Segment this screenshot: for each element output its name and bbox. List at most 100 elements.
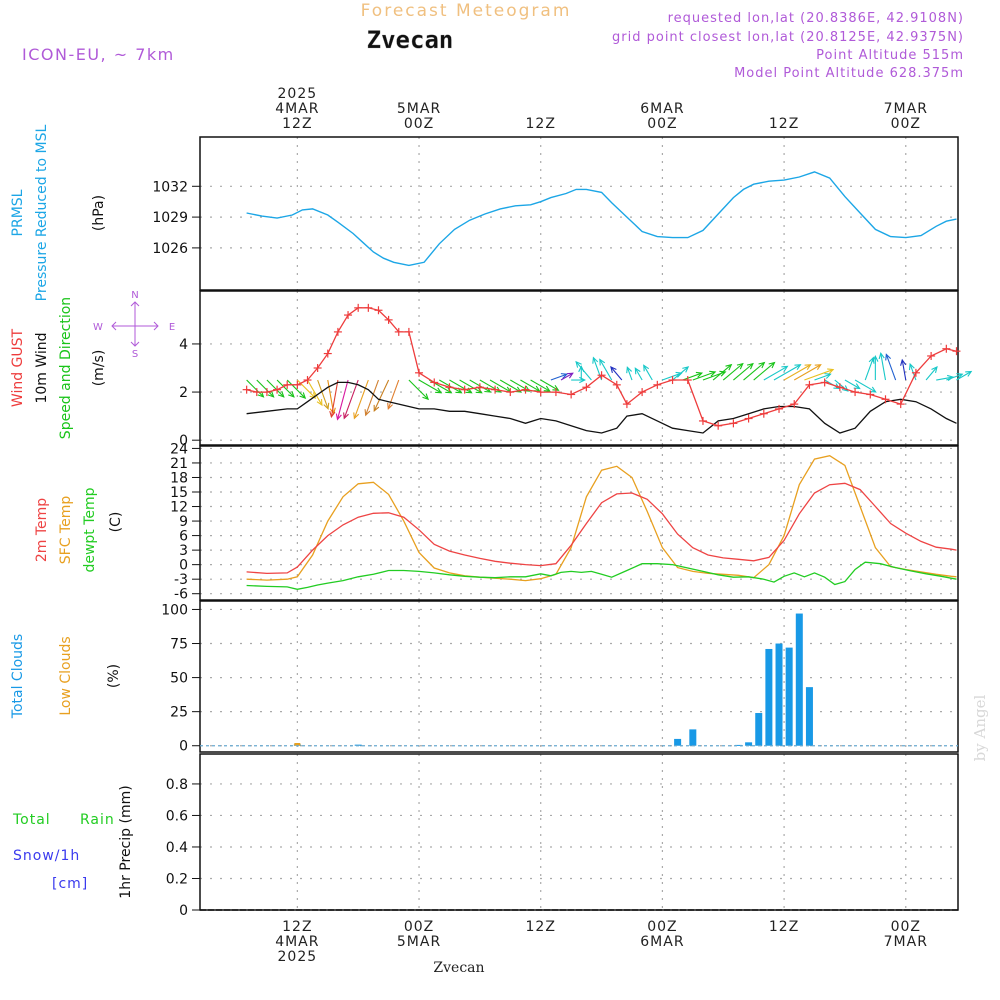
bottom-axis-label: 12Z [526,919,556,935]
wind-direction-arrow [266,379,285,398]
wind-arrow-head [329,410,336,419]
precip-snow-label: Snow/1h [13,848,80,864]
wind-direction-arrow [814,373,832,381]
wind-arrow-head [746,362,754,370]
wind-arrow-shaft [722,363,744,381]
wind-direction-arrow [550,373,569,381]
wind-arrow-head [552,384,560,391]
wind-arrow-shaft [773,364,801,381]
gust-marker [790,400,799,409]
precip-rain-label: Rain [80,812,115,828]
gust-marker [491,385,500,394]
gust-marker [597,371,606,380]
ytick-label: -6 [174,587,188,603]
wind-arrow-shaft [814,373,831,381]
temp-sfc-line [246,455,957,582]
panel-pressure: 1026 1029 1032 [152,136,959,291]
wind-arrow-head [758,361,766,369]
gust-marker [536,388,545,397]
wind-arrow-head [736,362,744,370]
wind-arrow-head [695,371,704,378]
wind-direction-arrow [763,365,789,381]
gust-marker [698,416,707,425]
ytick-label: 21 [170,456,188,472]
gust-marker [942,344,951,353]
wind-direction-arrow [712,363,733,381]
gust-marker [262,388,271,397]
temp-sfc-label: SFC Temp [58,496,74,565]
ytick-label: 25 [170,705,188,721]
low-cloud-bar [294,743,301,746]
gust-marker [759,409,768,418]
gust-marker [683,376,692,385]
gust-marker [273,385,282,394]
wind-arrow-head [610,366,617,373]
wind-direction-arrow [364,379,379,417]
gust-marker [612,380,621,389]
cloud-bar [734,744,742,746]
wind-arrow-shaft [793,364,822,381]
wind-arrow-head [804,364,812,371]
wind-arrow-shaft [365,379,379,416]
wind-arrow-head [682,366,690,373]
wind-direction-arrow [343,379,359,420]
top-axis-label: 2025 [278,86,318,102]
wind-direction-arrow [307,379,323,407]
wind-arrow-shaft [672,366,689,381]
wind-speed-line [246,381,957,434]
temp-dewpt-line [246,561,957,590]
wind-direction-arrow [373,379,390,412]
wind-arrow-shaft [753,362,775,381]
wind-direction-arrow [793,364,822,381]
wind-direction-arrow [317,379,330,410]
wind-arrow-shaft [286,379,306,399]
cloud-bar [755,713,763,746]
wind-arrow-shaft [408,379,429,400]
location-title: Zvecan [367,26,454,54]
wind-arrow-shaft [956,371,972,381]
wind-arrow-head [422,393,430,401]
wind-arrow-shaft [459,379,482,394]
model-point-altitude: Model Point Altitude 628.375m [734,66,964,81]
wind-arrow-head [824,373,832,379]
wind-direction-label: Speed and Direction [58,297,74,439]
gust-marker [475,383,484,392]
wind-arrow-head [575,360,582,368]
wind-arrow-head [872,354,879,362]
wind-arrow-shaft [763,365,788,381]
temp-2m-label: 2m Temp [34,498,50,562]
wind-arrow-shaft [489,379,511,393]
wind-arrow-head [768,361,776,369]
wind-arrow-head [719,370,727,377]
cloud-bar [785,647,793,746]
ytick-label: 4 [179,337,188,353]
wind-arrow-head [353,412,360,420]
gust-marker [415,368,424,377]
ytick-label: 0.8 [166,777,188,793]
pressure-label-1: PRMSL [10,189,26,236]
wind-arrow-head [643,364,650,372]
panel-frame [199,600,959,753]
gust-marker [354,303,363,312]
wind-direction-arrow [575,360,592,381]
wind-arrow-shaft [844,379,860,390]
gridpoint-coordinates: grid point closest lon,lat (20.8125E, 42… [612,30,964,45]
wind-arrow-shaft [804,369,834,381]
wind-10m-label: 10m Wind [34,332,50,403]
gust-marker [582,383,591,392]
wind-arrow-head [364,409,371,417]
gust-marker [952,347,961,356]
gust-marker [551,388,560,397]
ytick-label: 0 [179,739,188,755]
ytick-label: 0.6 [166,808,188,824]
wind-arrow-shaft [499,379,522,393]
ytick-label: 18 [170,470,188,486]
top-axis-label: 7MAR [884,101,928,117]
wind-arrow-head [827,368,835,375]
gust-marker [293,380,302,389]
gust-marker [881,395,890,404]
wind-direction-arrow [634,367,643,381]
wind-arrow-head [494,386,502,393]
wind-direction-arrow [908,362,917,381]
wind-direction-arrow [643,364,653,381]
